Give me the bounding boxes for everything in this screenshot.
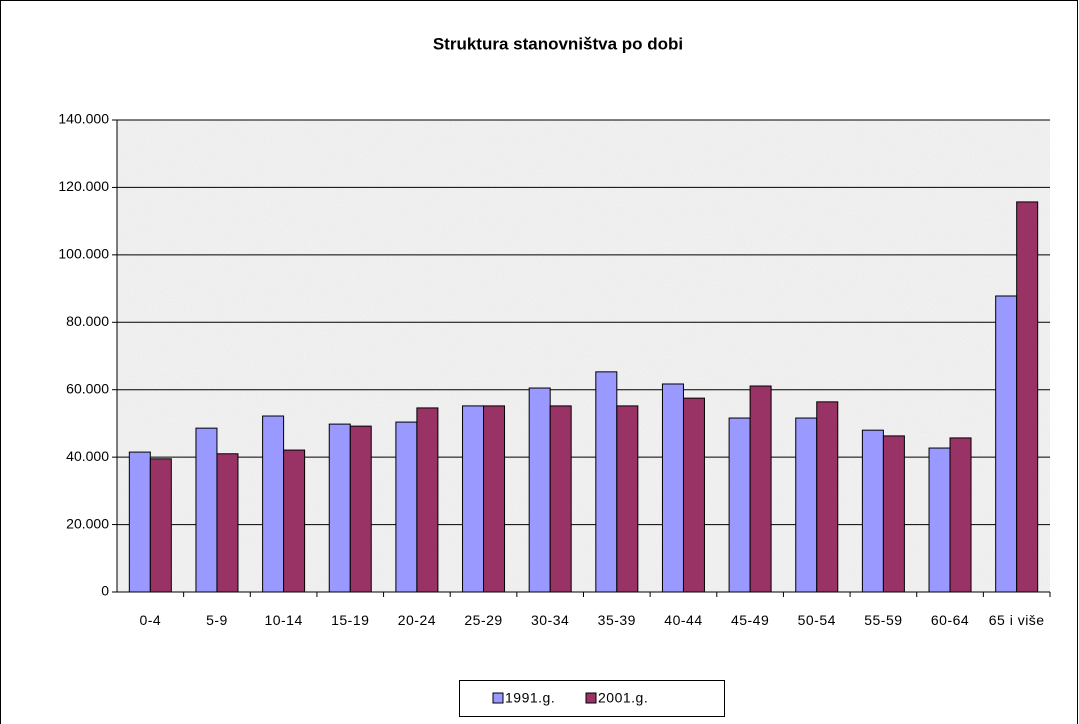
bar	[682, 397, 705, 593]
y-tick-label: 80.000	[66, 313, 109, 329]
y-tick-label: 140.000	[58, 111, 109, 127]
bar	[861, 429, 884, 593]
bar	[483, 405, 506, 593]
bar	[728, 417, 751, 593]
y-tick-label: 0	[101, 583, 109, 599]
bar	[462, 405, 485, 593]
bar	[283, 449, 306, 593]
x-tick-label: 25-29	[464, 612, 503, 628]
x-tick-label: 35-39	[597, 612, 636, 628]
bar	[595, 371, 618, 593]
legend-swatch	[585, 692, 597, 704]
y-tick-label: 120.000	[58, 178, 109, 194]
bar	[128, 451, 151, 593]
x-tick-label: 55-59	[864, 612, 903, 628]
legend-swatch	[492, 692, 504, 704]
bar	[262, 415, 285, 593]
bar	[795, 417, 818, 593]
bar	[216, 453, 239, 593]
chart-title: Struktura stanovništva po dobi	[433, 34, 683, 53]
x-tick-label: 40-44	[664, 612, 703, 628]
x-tick-label: 15-19	[331, 612, 370, 628]
y-tick-label: 100.000	[58, 246, 109, 262]
bar	[882, 435, 905, 593]
x-tick-label: 50-54	[797, 612, 836, 628]
bar	[149, 458, 172, 593]
bar	[816, 401, 839, 593]
bar	[928, 447, 951, 593]
bar	[549, 405, 572, 593]
x-tick-label: 10-14	[264, 612, 303, 628]
bar	[395, 421, 418, 593]
y-tick-label: 20.000	[66, 515, 109, 531]
bar	[349, 425, 372, 593]
bar	[195, 427, 218, 593]
plot-texture	[117, 120, 1050, 592]
y-tick-label: 40.000	[66, 448, 109, 464]
y-tick-label: 60.000	[66, 380, 109, 396]
bar	[995, 295, 1018, 593]
legend-label: 1991.g.	[505, 690, 555, 706]
x-tick-label: 65 i više	[988, 612, 1045, 628]
x-tick-label: 45-49	[730, 612, 770, 628]
x-tick-label: 0-4	[139, 612, 162, 628]
x-tick-label: 5-9	[206, 612, 228, 628]
legend-label: 2001.g.	[598, 690, 648, 706]
bar	[528, 387, 551, 593]
x-tick-label: 20-24	[397, 612, 437, 628]
bar	[328, 423, 351, 593]
x-tick-label: 30-34	[531, 612, 570, 628]
bar	[661, 383, 684, 593]
bar	[416, 407, 439, 593]
bar	[616, 405, 639, 593]
bar	[1016, 201, 1039, 593]
x-tick-label: 60-64	[930, 612, 970, 628]
bar	[749, 385, 772, 593]
bar	[949, 437, 972, 593]
